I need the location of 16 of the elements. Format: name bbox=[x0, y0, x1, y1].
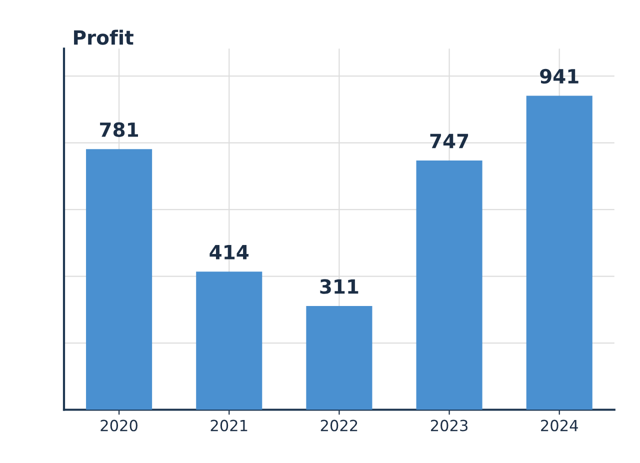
bar bbox=[416, 160, 482, 410]
data-label: 781 bbox=[100, 122, 138, 138]
y-axis-title: Profit bbox=[74, 30, 134, 45]
x-tick-label: 2021 bbox=[210, 420, 248, 432]
x-tick-label: 2020 bbox=[100, 420, 138, 432]
data-label: 311 bbox=[320, 279, 358, 294]
bar bbox=[86, 149, 152, 410]
x-tick-label: 2023 bbox=[430, 420, 468, 432]
data-label: 941 bbox=[540, 68, 578, 84]
bar bbox=[306, 306, 372, 410]
x-tick-label: 2022 bbox=[320, 420, 358, 432]
bar bbox=[196, 272, 262, 410]
data-label: 747 bbox=[430, 134, 468, 148]
x-tick-label: 2024 bbox=[541, 420, 578, 432]
bar bbox=[526, 96, 592, 410]
data-label: 414 bbox=[210, 245, 249, 260]
